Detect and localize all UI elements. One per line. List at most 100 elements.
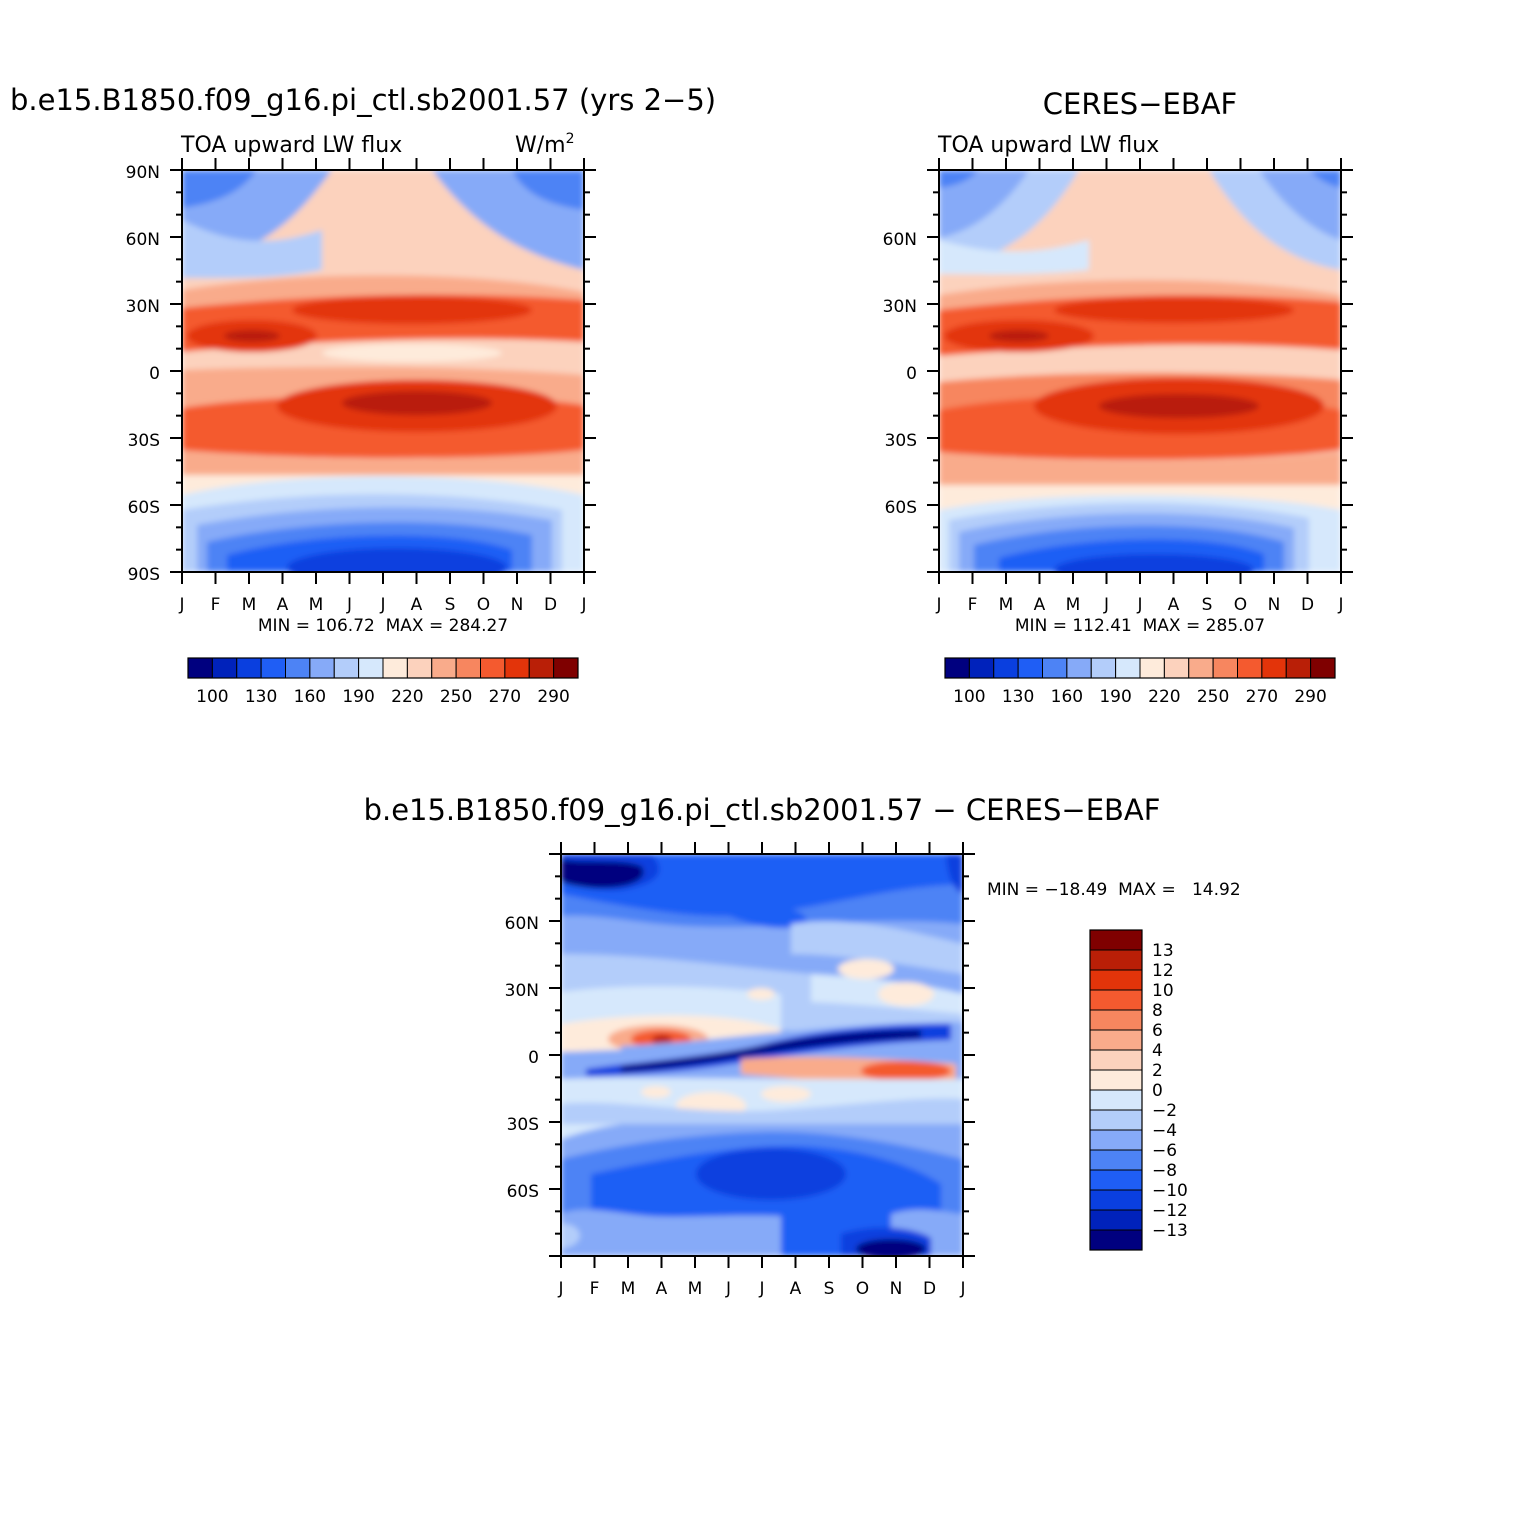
- panel3-colorbar-box: [1089, 1029, 1143, 1051]
- panel1-cb-label-8: 290: [537, 687, 569, 707]
- panel3-cb-label-5: 6: [1152, 1021, 1163, 1041]
- panel3-minmax: MIN = −18.49 MAX = 14.92: [987, 880, 1241, 900]
- panel3-colorbar-box: [1089, 1149, 1143, 1171]
- panel3-colorbar-box: [1089, 1229, 1143, 1251]
- panel2-title: CERES−EBAF: [1043, 87, 1238, 121]
- panel2-cb-label-5: 220: [1148, 687, 1180, 707]
- panel2-cb-label-7: 270: [1246, 687, 1278, 707]
- panel1-cb-label-3: 160: [294, 687, 326, 707]
- panel3-xlabel-5: M: [688, 1279, 703, 1299]
- panel2-colorbar-labels: 100 130 160 190 220 250 270 290: [953, 687, 1327, 707]
- panel1-colorbar-box: [187, 657, 213, 679]
- panel1-x-ticks: [181, 158, 585, 584]
- panel1-x-labels: J F M A M J J A S O N D J: [178, 595, 586, 615]
- panel1-cb-label-6: 250: [440, 687, 472, 707]
- panel2-xlabel-13: J: [1337, 595, 1343, 615]
- panel3-colorbar-box: [1089, 929, 1143, 951]
- panel3-colorbar-box: [1089, 969, 1143, 991]
- panel3-y-ticks: [549, 853, 975, 1257]
- panel3-xlabel-11: N: [890, 1279, 903, 1299]
- panel2-field: [939, 170, 1341, 572]
- panel2-colorbar-box: [1237, 657, 1263, 679]
- panel2-colorbar-box: [1212, 657, 1238, 679]
- panel3-ylabel-60N: 60N: [505, 914, 539, 934]
- panel3-xlabel-9: S: [824, 1279, 835, 1299]
- panel1-xlabel-6: J: [346, 595, 352, 615]
- panel2-ylabel-60N: 60N: [883, 230, 917, 250]
- panel1-colorbar-box: [309, 657, 335, 679]
- panel3-xlabel-7: J: [758, 1279, 764, 1299]
- panel1-xlabel-12: D: [544, 595, 557, 615]
- panel3-xlabel-10: O: [856, 1279, 869, 1299]
- panel2-y-ticks: [927, 169, 1353, 573]
- panel3-ylabel-30N: 30N: [505, 981, 539, 1001]
- panel1-xlabel-2: F: [211, 595, 221, 615]
- panel2-colorbar-box: [1285, 657, 1312, 679]
- panel2-xlabel-7: J: [1136, 595, 1142, 615]
- panel2-xlabel-6: J: [1103, 595, 1109, 615]
- panel1-colorbar-box: [236, 657, 262, 679]
- panel1-colorbar-box: [528, 657, 555, 679]
- panel3-cb-label-12: −8: [1152, 1161, 1177, 1181]
- panel2-colorbar-box: [1115, 657, 1141, 679]
- panel3-plot: [549, 842, 975, 1268]
- panel2-xlabel-11: N: [1268, 595, 1281, 615]
- panel-model: b.e15.B1850.f09_g16.pi_ctl.sb2001.57 (yr…: [10, 83, 716, 707]
- panel1-ylabel-60N: 60N: [126, 230, 160, 250]
- panel3-cb-label-7: 2: [1152, 1061, 1163, 1081]
- panel3-cb-label-15: −13: [1152, 1221, 1188, 1241]
- panel3-x-ticks: [560, 842, 964, 1268]
- panel1-xlabel-1: J: [178, 595, 184, 615]
- panel1-colorbar-box: [431, 657, 457, 679]
- panel1-cb-label-5: 220: [391, 687, 423, 707]
- panel2-colorbar-box: [1042, 657, 1068, 679]
- panel2-colorbar-box: [1163, 657, 1190, 679]
- panel1-colorbar-box: [211, 657, 238, 679]
- panel3-colorbar-labels: 13 12 10 8 6 4 2 0 −2 −4 −6 −8 −10 −12 −…: [1152, 941, 1188, 1241]
- panel3-colorbar-box: [1089, 1009, 1143, 1031]
- panel1-xlabel-3: M: [242, 595, 257, 615]
- panel-diff: b.e15.B1850.f09_g16.pi_ctl.sb2001.57 − C…: [364, 793, 1241, 1299]
- panel1-xlabel-9: S: [445, 595, 456, 615]
- panel1-xlabel-13: J: [580, 595, 586, 615]
- panel2-x-ticks: [938, 158, 1342, 584]
- panel2-colorbar-box: [1139, 657, 1165, 679]
- panel1-cb-label-7: 270: [489, 687, 521, 707]
- panel1-colorbar-labels: 100 130 160 190 220 250 270 290: [196, 687, 570, 707]
- panel3-xlabel-12: D: [923, 1279, 936, 1299]
- panel3-xlabel-3: M: [621, 1279, 636, 1299]
- panel3-field: [561, 854, 963, 1256]
- panel3-xlabel-2: F: [590, 1279, 600, 1299]
- panel2-colorbar-box: [1188, 657, 1214, 679]
- panel1-colorbar: [187, 657, 579, 679]
- panel3-colorbar-boxes: [1089, 929, 1143, 1251]
- panel3-colorbar-box: [1089, 1209, 1143, 1231]
- panel2-colorbar-box: [968, 657, 995, 679]
- panel2-colorbar-box: [1066, 657, 1092, 679]
- panel-obs: CERES−EBAF TOA upward LW flux: [883, 87, 1353, 707]
- panel1-colorbar-box: [455, 657, 481, 679]
- panel2-colorbar-boxes: [944, 657, 1336, 679]
- panel1-subtitle: TOA upward LW flux: [180, 133, 402, 158]
- panel3-colorbar-box: [1089, 1189, 1143, 1211]
- panel1-xlabel-10: O: [477, 595, 490, 615]
- panel1-plot: [170, 158, 596, 584]
- panel3-cb-label-10: −4: [1152, 1121, 1177, 1141]
- panel1-colorbar-box: [382, 657, 408, 679]
- panel3-cb-label-14: −12: [1152, 1201, 1188, 1221]
- panel2-colorbar-box: [1310, 657, 1336, 679]
- panel1-cb-label-4: 190: [342, 687, 374, 707]
- panel3-cb-label-4: 8: [1152, 1001, 1163, 1021]
- panel2-plot: [927, 158, 1353, 584]
- panel1-y-ticks: [170, 169, 596, 573]
- panel2-ylabel-0: 0: [906, 364, 917, 384]
- panel1-ylabel-90S: 90S: [128, 565, 160, 585]
- panel3-ylabel-60S: 60S: [507, 1182, 539, 1202]
- panel2-xlabel-2: F: [968, 595, 978, 615]
- panel3-colorbar-box: [1089, 1049, 1143, 1071]
- panel1-ylabel-30N: 30N: [126, 297, 160, 317]
- panel3-cb-label-8: 0: [1152, 1081, 1163, 1101]
- panel3-colorbar-box: [1089, 1169, 1143, 1191]
- panel2-colorbar-box: [1261, 657, 1287, 679]
- panel3-colorbar-box: [1089, 1129, 1143, 1151]
